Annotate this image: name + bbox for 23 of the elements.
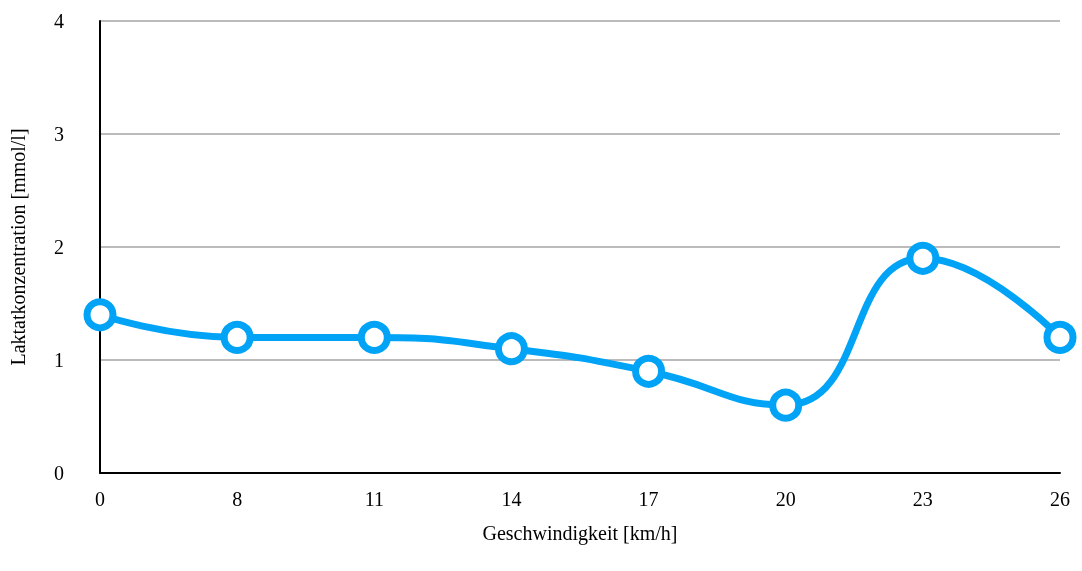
point bbox=[1043, 320, 1077, 354]
point bbox=[632, 354, 666, 388]
x-axis-title: Geschwindigkeit [km/h] bbox=[482, 522, 678, 545]
point bbox=[769, 388, 803, 422]
x-tick-label: 23 bbox=[912, 488, 933, 510]
y-tick-label: 4 bbox=[54, 10, 64, 32]
point bbox=[906, 241, 940, 275]
y-tick-label: 3 bbox=[54, 123, 64, 145]
x-tick-label: 17 bbox=[638, 488, 659, 510]
x-tick-label: 14 bbox=[501, 488, 522, 510]
point bbox=[357, 320, 391, 354]
x-tick-label: 0 bbox=[95, 488, 105, 510]
x-tick-label: 8 bbox=[232, 488, 243, 510]
point bbox=[220, 320, 254, 354]
x-tick-label: 11 bbox=[364, 488, 384, 510]
y-tick-label: 1 bbox=[54, 349, 64, 371]
x-tick-label: 20 bbox=[775, 488, 796, 510]
point bbox=[494, 332, 528, 366]
x-tick-label: 26 bbox=[1050, 488, 1070, 510]
y-axis-title: Laktatkonzentration [mmol/l] bbox=[7, 128, 29, 366]
point bbox=[83, 298, 117, 332]
y-tick-label: 2 bbox=[54, 236, 64, 258]
y-tick-label: 0 bbox=[54, 462, 64, 484]
